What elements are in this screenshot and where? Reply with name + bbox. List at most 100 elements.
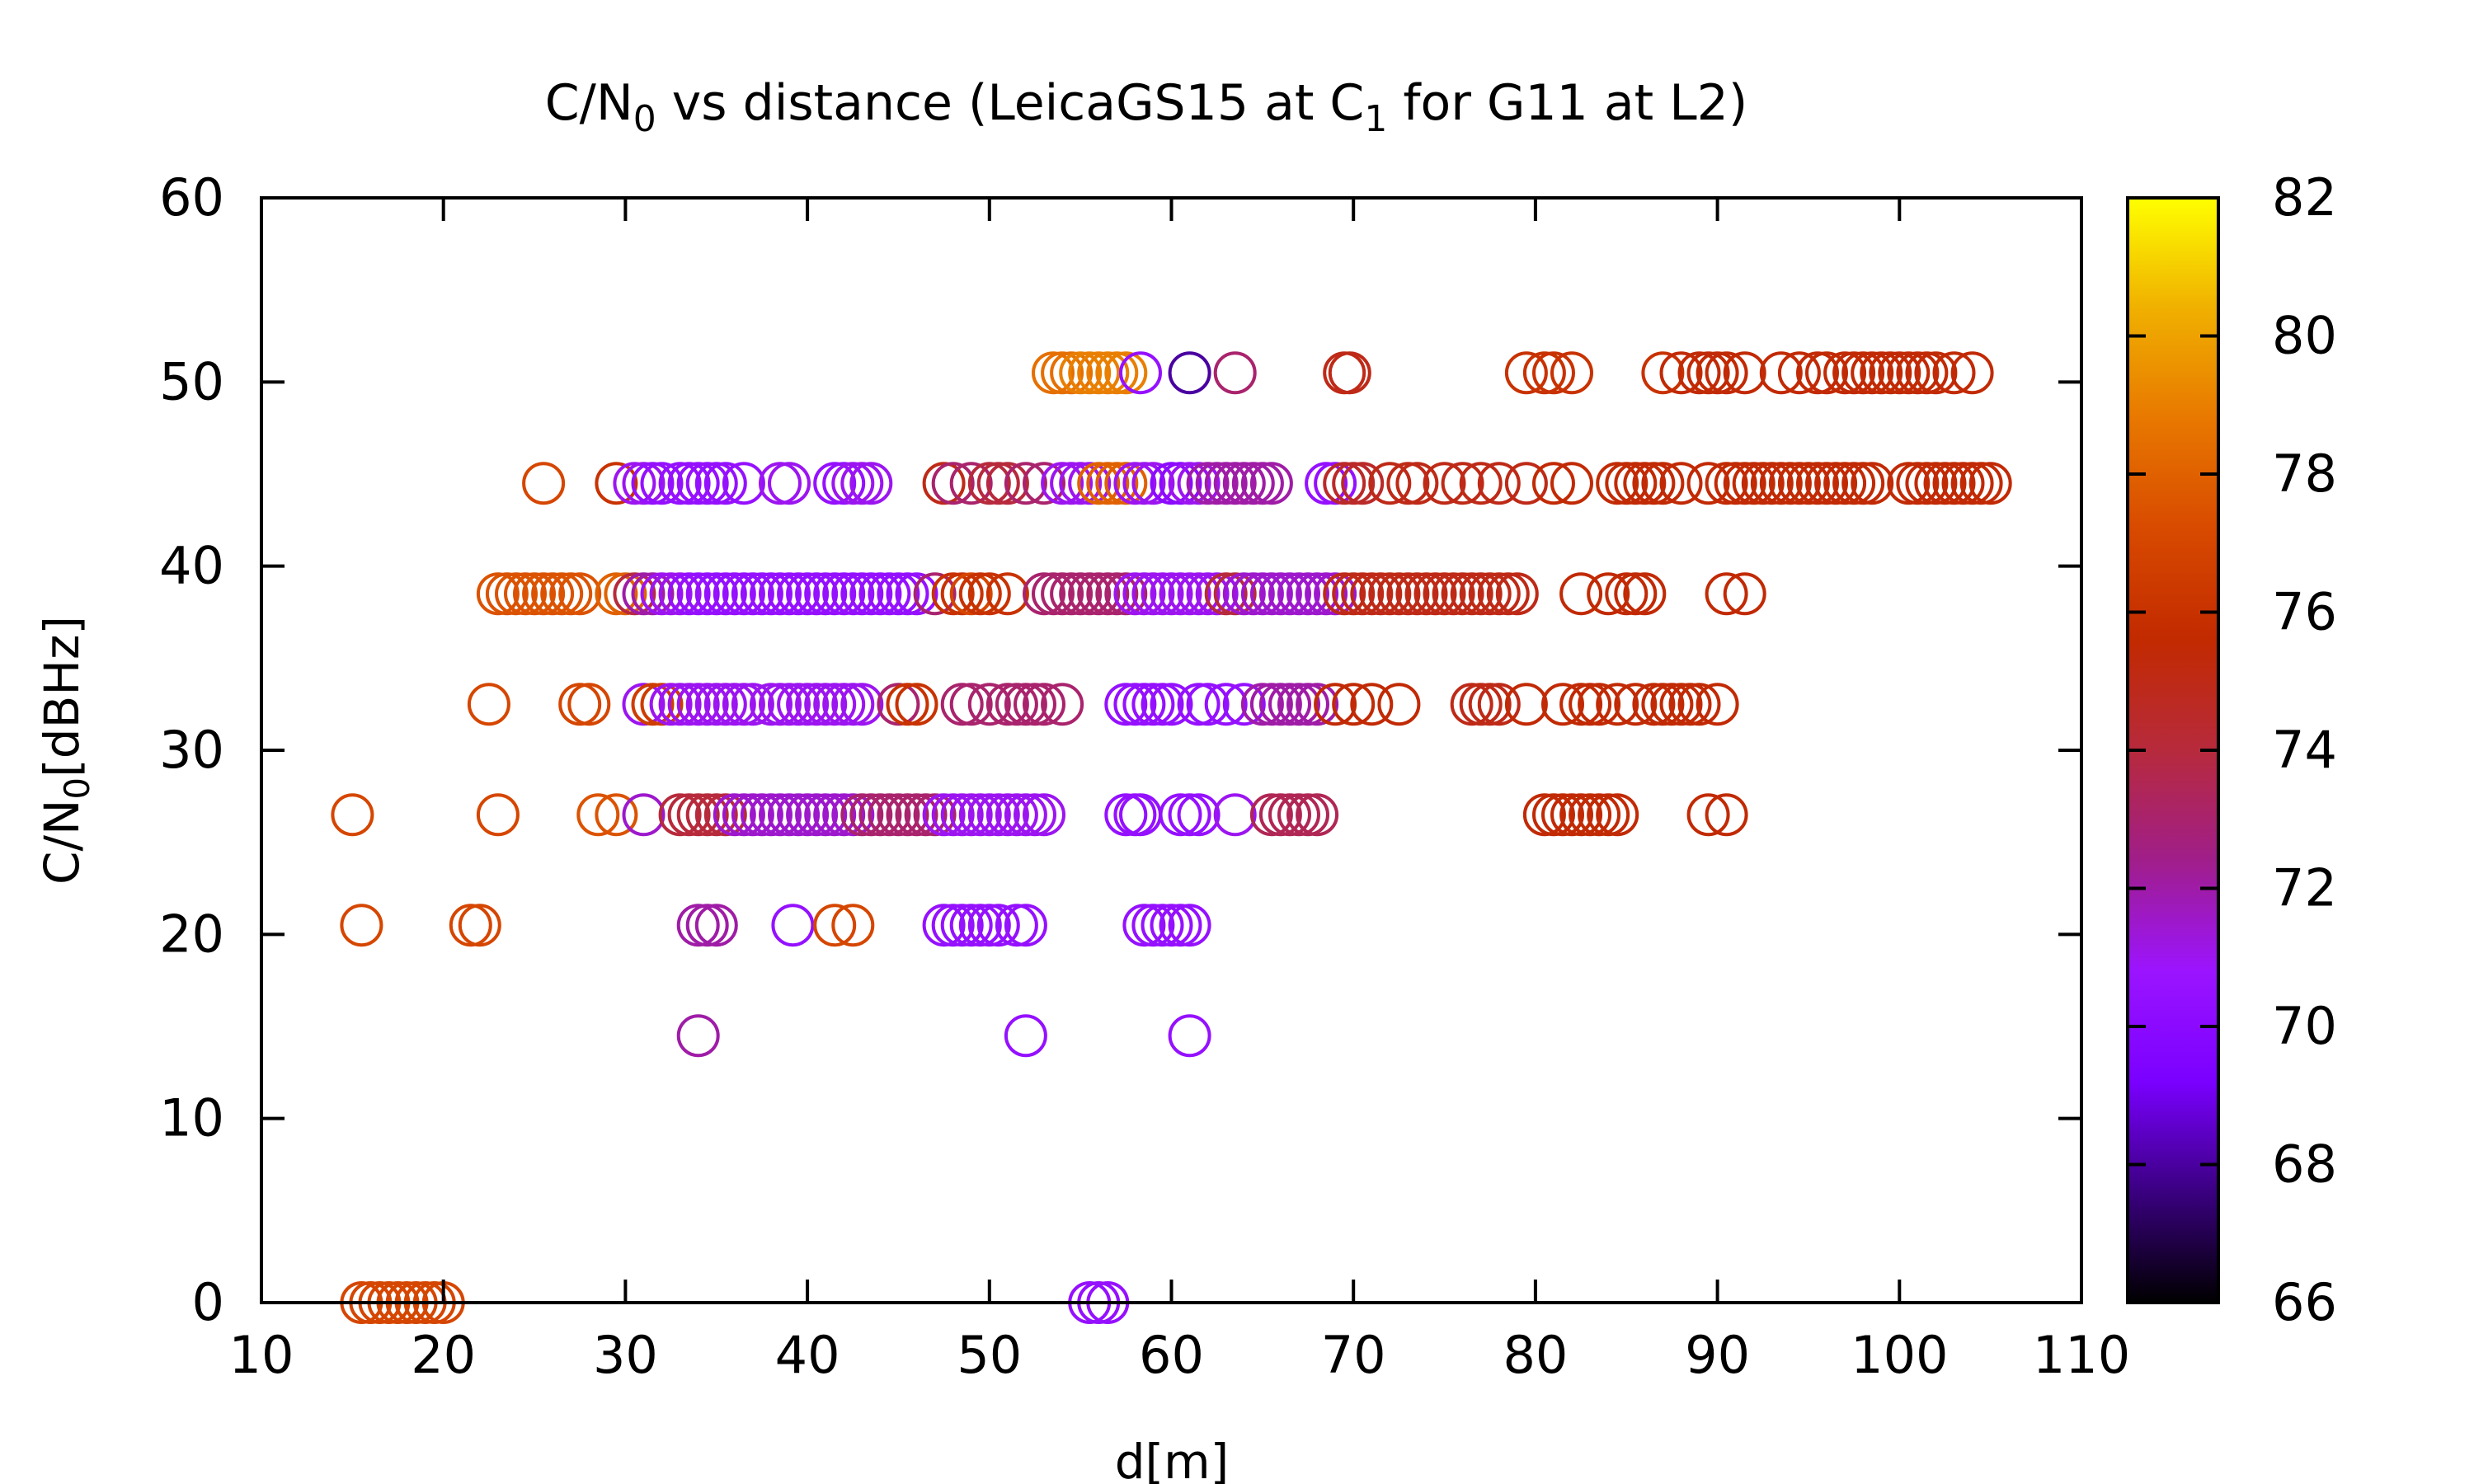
data-point — [640, 683, 684, 726]
data-point — [1177, 683, 1221, 726]
data-point — [1032, 572, 1075, 616]
data-point — [467, 683, 510, 726]
data-point — [731, 793, 774, 837]
data-point — [995, 793, 1038, 837]
data-point — [949, 793, 993, 837]
data-point — [822, 462, 866, 505]
data-point — [1350, 683, 1394, 726]
data-point — [1086, 572, 1130, 616]
data-point — [958, 793, 1002, 837]
data-point — [1141, 572, 1184, 616]
data-point — [995, 904, 1038, 947]
data-point — [1004, 904, 1047, 947]
data-point — [1605, 572, 1649, 616]
y-tick-label: 30 — [159, 720, 224, 780]
data-point — [1213, 793, 1257, 837]
data-point — [868, 572, 911, 616]
data-point — [1878, 351, 1921, 395]
data-point — [1159, 462, 1202, 505]
data-point — [967, 904, 1011, 947]
data-point — [931, 572, 975, 616]
data-point — [1095, 351, 1139, 395]
data-point — [1395, 462, 1439, 505]
data-point — [1122, 904, 1166, 947]
data-point — [1104, 683, 1148, 726]
data-point — [1541, 793, 1584, 837]
data-point — [877, 683, 920, 726]
data-point — [595, 462, 638, 505]
data-point — [694, 462, 738, 505]
data-point — [622, 462, 666, 505]
data-point — [813, 683, 857, 726]
y-tick-label: 50 — [159, 351, 224, 411]
data-point — [1249, 462, 1293, 505]
data-point — [940, 572, 984, 616]
colorbar-tick-label: 68 — [2272, 1134, 2337, 1195]
data-point — [1328, 351, 1371, 395]
data-point — [1696, 683, 1739, 726]
data-point — [976, 904, 1020, 947]
data-point — [1650, 683, 1694, 726]
data-point — [1095, 572, 1139, 616]
data-point — [1559, 572, 1603, 616]
data-point — [1614, 462, 1658, 505]
data-point — [340, 904, 383, 947]
data-point — [768, 462, 811, 505]
data-point — [1131, 683, 1175, 726]
data-point — [1286, 572, 1329, 616]
data-point — [967, 572, 1011, 616]
data-point — [1204, 572, 1248, 616]
data-point — [1596, 462, 1639, 505]
data-point — [849, 793, 893, 837]
data-point — [777, 683, 821, 726]
x-tick-label: 80 — [1503, 1325, 1568, 1385]
data-point — [1131, 572, 1175, 616]
data-point — [922, 793, 966, 837]
data-point — [1004, 683, 1047, 726]
data-point — [1641, 351, 1685, 395]
data-point — [1596, 683, 1639, 726]
data-point — [995, 683, 1038, 726]
data-point — [1686, 462, 1730, 505]
data-point — [1522, 793, 1566, 837]
data-point — [1177, 462, 1221, 505]
data-point — [1277, 572, 1320, 616]
x-axis-ticks: 10 20 30 40 50 60 70 80 90 100 110 — [229, 198, 2130, 1385]
data-point — [1050, 462, 1094, 505]
data-point — [1314, 683, 1357, 726]
data-point — [685, 683, 729, 726]
data-point — [1023, 683, 1065, 726]
data-point — [1131, 904, 1175, 947]
data-point — [549, 572, 593, 616]
y-tick-label: 40 — [159, 536, 224, 596]
data-point — [1077, 351, 1121, 395]
data-point — [1332, 572, 1376, 616]
data-point — [1268, 572, 1311, 616]
y-tick-label: 10 — [159, 1088, 224, 1148]
data-point — [694, 793, 738, 837]
data-point — [1249, 683, 1293, 726]
data-point — [750, 793, 793, 837]
data-point — [1569, 683, 1612, 726]
data-point — [831, 683, 875, 726]
data-point — [685, 904, 729, 947]
data-point — [1159, 904, 1202, 947]
data-point — [940, 683, 984, 726]
data-point — [1119, 351, 1162, 395]
data-point — [1468, 572, 1512, 616]
data-point — [1305, 572, 1348, 616]
data-point — [1077, 462, 1121, 505]
data-point — [667, 572, 711, 616]
data-point — [840, 683, 884, 726]
data-point — [1141, 904, 1184, 947]
data-point — [1131, 462, 1175, 505]
data-point — [786, 683, 830, 726]
data-point — [1004, 462, 1047, 505]
data-point — [1323, 572, 1366, 616]
data-point — [1423, 572, 1466, 616]
data-point — [722, 462, 765, 505]
colorbar-tick-label: 72 — [2272, 858, 2337, 918]
data-point — [1332, 683, 1376, 726]
data-point — [1459, 683, 1503, 726]
data-point — [658, 793, 702, 837]
